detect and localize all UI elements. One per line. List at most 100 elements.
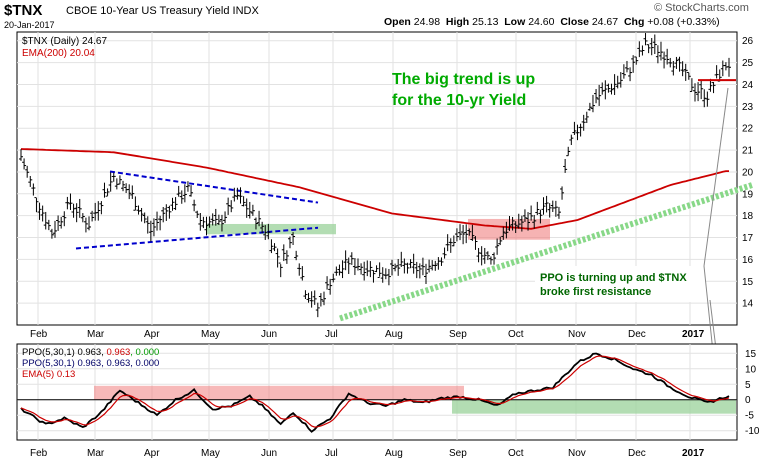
ohlc-bar — [705, 91, 710, 107]
ohlc-bar — [454, 228, 459, 242]
ohlc-bar — [584, 111, 589, 124]
ohlc-bar — [284, 250, 289, 264]
ohlc-bar — [424, 263, 429, 285]
close-label: Close — [560, 16, 589, 28]
ohlc-bar — [334, 266, 339, 276]
ohlc-bar — [643, 33, 648, 46]
ohlc-bar — [87, 216, 92, 231]
ohlc-bar — [411, 253, 416, 274]
ppo-x-label: Feb — [30, 448, 48, 459]
long-term-uptrend-line — [339, 182, 753, 322]
ohlc-bar — [263, 225, 268, 240]
ohlc-bar — [624, 60, 629, 73]
ohlc-bar — [578, 123, 583, 137]
ohlc-bar — [53, 220, 58, 238]
price-x-label: Nov — [568, 329, 586, 340]
ohlc-bar — [31, 183, 36, 196]
ohlc-bar — [216, 214, 221, 226]
ohlc-bar — [77, 198, 82, 218]
ohlc-bar — [192, 199, 197, 212]
price-axis-tick: 18 — [742, 211, 754, 222]
ohlc-bar — [464, 224, 469, 244]
ohlc-bar — [640, 45, 645, 56]
ohlc-bar — [362, 261, 367, 281]
ohlc-bar — [646, 44, 651, 54]
ohlc-bar — [594, 89, 599, 104]
ohlc-bar — [649, 37, 654, 56]
chg-value: +0.08 (+0.33%) — [647, 16, 720, 28]
ohlc-bar — [420, 257, 425, 276]
ohlc-bar — [219, 214, 224, 232]
ohlc-bar — [189, 185, 194, 197]
price-x-label: Jun — [261, 329, 277, 340]
ohlc-bar — [371, 269, 376, 283]
ohlc-bar — [501, 226, 506, 240]
ppo-legend-entry: PPO(5,30,1) 0.963, 0.963, 0.000 — [22, 347, 159, 358]
ohlc-bar — [40, 205, 45, 222]
ohlc-bar — [683, 63, 688, 81]
high-label: High — [445, 16, 470, 28]
ohlc-bar — [587, 102, 592, 111]
ohlc-bar — [297, 263, 302, 276]
ohlc-bar — [303, 290, 308, 299]
ohlc-bar — [37, 202, 42, 220]
ohlc-bar — [275, 248, 280, 268]
ohlc-bar — [74, 203, 79, 223]
ohlc-bar — [609, 83, 614, 95]
ohlc-bar — [111, 172, 116, 182]
ohlc-bar — [71, 203, 76, 218]
price-x-label: May — [201, 329, 220, 340]
ema200-line — [20, 148, 729, 230]
ohlc-bar — [49, 228, 54, 239]
price-axis-tick: 20 — [742, 167, 754, 178]
ohlc-bar — [405, 262, 410, 274]
ppo-x-label: May — [201, 448, 220, 459]
ohlc-bar — [495, 238, 500, 255]
upper-triangle-trendline — [109, 170, 319, 204]
annotation-arrow-price — [703, 87, 729, 267]
ohlc-bar — [628, 67, 633, 82]
ohlc-bar — [368, 261, 373, 278]
ohlc-bar — [572, 121, 577, 135]
ppo-axis-tick: 0 — [745, 395, 751, 406]
low-value: 24.60 — [528, 16, 555, 28]
ppo-ema-line — [20, 355, 730, 428]
ohlc-bar — [658, 41, 663, 61]
ohlc-bar — [133, 196, 138, 211]
ohlc-bar — [56, 215, 61, 231]
ppo-annotation-text: PPO is turning up and $TNX — [540, 272, 687, 284]
ohlc-bar — [108, 172, 113, 192]
ohlc-bar — [541, 197, 546, 215]
open-label: Open — [384, 16, 411, 28]
price-axis-tick: 26 — [742, 36, 754, 47]
ohlc-bar — [516, 213, 521, 229]
ohlc-bar — [102, 182, 107, 198]
ohlc-bar — [433, 260, 438, 271]
price-x-label: Mar — [87, 329, 105, 340]
ohlc-bar — [535, 201, 540, 216]
price-axis-tick: 15 — [742, 277, 754, 288]
ohlc-bar — [563, 158, 568, 173]
ppo-resistance-zone — [94, 385, 464, 400]
price-axis-tick: 16 — [742, 255, 754, 266]
price-axis-tick: 23 — [742, 102, 754, 113]
ohlc-bar — [510, 216, 515, 231]
ohlc-bar — [522, 209, 527, 222]
ohlc-bar — [711, 82, 716, 94]
ohlc-bar — [507, 216, 512, 231]
ohlc-bar — [65, 196, 70, 210]
ohlc-bar — [250, 204, 255, 216]
ohlc-bar — [328, 278, 333, 295]
ohlc-bar — [498, 236, 503, 246]
ohlc-bar — [235, 187, 240, 200]
ohlc-bar — [674, 56, 679, 69]
ohlc-bar — [618, 72, 623, 88]
ohlc-bar — [702, 89, 707, 108]
ohlc-bar — [223, 211, 228, 224]
ohlc-bar — [207, 216, 212, 228]
ohlc-bar — [538, 209, 543, 224]
ohlc-bar — [148, 220, 153, 242]
ppo-annotation-box — [535, 266, 705, 302]
ohlc-bar — [544, 195, 549, 213]
ohlc-bar — [185, 181, 190, 192]
